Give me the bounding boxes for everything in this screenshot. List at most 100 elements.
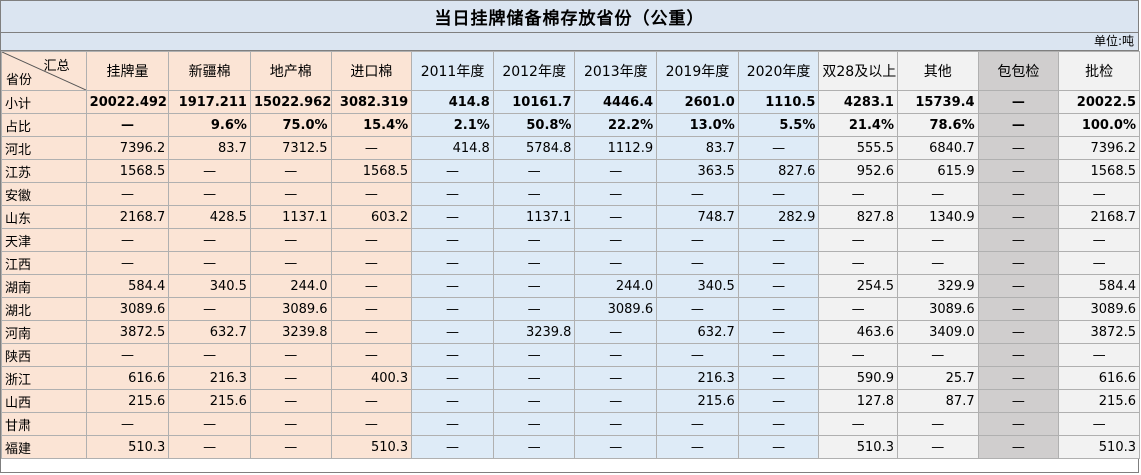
table-cell: — xyxy=(896,343,979,367)
table-cell: — xyxy=(492,412,576,436)
table-cell: — xyxy=(249,343,332,367)
table-cell: — xyxy=(330,389,413,413)
diagonal-divider xyxy=(2,52,86,90)
table-cell: — xyxy=(896,251,979,275)
column-header: 包包检 xyxy=(977,51,1060,91)
summary-row: 占比 —9.6% 75.0% 15.4% 2.1% 50.8% 22.2% 13.0% 5.5%… xyxy=(1,113,1140,137)
table-cell: — xyxy=(896,412,979,436)
table-cell: — xyxy=(574,205,658,229)
province-row: 山西 215.6 215.6— — — — —215.6—127.8 87.7—215.6 xyxy=(1,389,1140,413)
table-cell: — xyxy=(977,435,1060,459)
table-cell: — xyxy=(818,343,898,367)
table-cell: — xyxy=(411,435,494,459)
table-cell: — xyxy=(168,343,251,367)
table-cell: 21.4% xyxy=(818,113,898,137)
table-cell: 363.5 xyxy=(656,159,739,183)
table-cell: — xyxy=(249,366,332,390)
table-cell: 215.6 xyxy=(85,389,170,413)
table-cell: — xyxy=(411,366,494,390)
table-cell: — xyxy=(85,113,170,137)
table-cell: 87.7 xyxy=(896,389,979,413)
province-row: 福建 510.3— —510.3— — — — —510.3— —510.3 xyxy=(1,435,1140,459)
table-cell: — xyxy=(977,343,1060,367)
table-cell: — xyxy=(168,435,251,459)
table-cell: — xyxy=(492,389,576,413)
table-cell: 1568.5 xyxy=(330,159,413,183)
table-cell: — xyxy=(411,343,494,367)
table-cell: 616.6 xyxy=(1058,366,1140,390)
table-cell: — xyxy=(492,366,576,390)
table-cell: 1568.5 xyxy=(85,159,170,183)
province-row: 陕西 — — — — — — — — — — — — — xyxy=(1,343,1140,367)
table-cell: 15.4% xyxy=(330,113,413,137)
table-cell: — xyxy=(574,412,658,436)
table-cell: — xyxy=(977,136,1060,160)
row-label: 甘肃 xyxy=(1,412,87,436)
sheet-title: 当日挂牌储备棉存放省份（公重） xyxy=(1,1,1138,33)
table-cell: — xyxy=(977,389,1060,413)
province-row: 安徽 — — — — — — — — — — — — — xyxy=(1,182,1140,206)
table-cell: 15739.4 xyxy=(896,90,979,114)
row-label: 湖南 xyxy=(1,274,87,298)
column-header: 批检 xyxy=(1058,51,1140,91)
table-cell: 75.0% xyxy=(249,113,332,137)
table-cell: — xyxy=(896,435,979,459)
table-cell: — xyxy=(737,297,820,321)
table-cell: 3239.8 xyxy=(492,320,576,344)
column-header: 2019年度 xyxy=(656,51,739,91)
summary-row: 小计 20022.492 1917.211 15022.962 3082.319 414.… xyxy=(1,90,1140,114)
table-cell: 3089.6 xyxy=(896,297,979,321)
table-cell: — xyxy=(330,136,413,160)
table-cell: — xyxy=(330,412,413,436)
table-cell: — xyxy=(1058,182,1140,206)
table-cell: — xyxy=(737,435,820,459)
table-cell: — xyxy=(977,205,1060,229)
table-cell: 632.7 xyxy=(168,320,251,344)
table-cell: — xyxy=(168,297,251,321)
table-cell: 603.2 xyxy=(330,205,413,229)
province-row: 天津 — — — — — — — — — — — — — xyxy=(1,228,1140,252)
table-cell: 215.6 xyxy=(1058,389,1140,413)
column-header: 2011年度 xyxy=(411,51,494,91)
table-cell: 414.8 xyxy=(411,136,494,160)
table-cell: 215.6 xyxy=(168,389,251,413)
table-cell: — xyxy=(977,113,1060,137)
row-label: 山东 xyxy=(1,205,87,229)
table-cell: 1110.5 xyxy=(737,90,820,114)
table-cell: 400.3 xyxy=(330,366,413,390)
table-cell: — xyxy=(818,228,898,252)
table-cell: 3409.0 xyxy=(896,320,979,344)
table-cell: 827.8 xyxy=(818,205,898,229)
table-cell: — xyxy=(818,182,898,206)
table-cell: 83.7 xyxy=(656,136,739,160)
table-cell: — xyxy=(411,412,494,436)
table-cell: — xyxy=(85,182,170,206)
column-header: 其他 xyxy=(896,51,979,91)
table-cell: 463.6 xyxy=(818,320,898,344)
table-cell: — xyxy=(168,182,251,206)
table-cell: — xyxy=(411,389,494,413)
row-label: 安徽 xyxy=(1,182,87,206)
table-cell: — xyxy=(330,251,413,275)
table-cell: — xyxy=(168,251,251,275)
table-cell: 254.5 xyxy=(818,274,898,298)
table-cell: 244.0 xyxy=(574,274,658,298)
table-cell: 3082.319 xyxy=(330,90,413,114)
table-cell: 7396.2 xyxy=(85,136,170,160)
table-cell: 2601.0 xyxy=(656,90,739,114)
column-header: 双28及以上 xyxy=(818,51,898,91)
table-cell: — xyxy=(656,412,739,436)
table-cell: — xyxy=(977,366,1060,390)
table-cell: — xyxy=(330,297,413,321)
table-cell: — xyxy=(818,297,898,321)
table-cell: 100.0% xyxy=(1058,113,1140,137)
table-cell: — xyxy=(574,228,658,252)
row-label: 天津 xyxy=(1,228,87,252)
table-cell: — xyxy=(330,228,413,252)
table-cell: 216.3 xyxy=(656,366,739,390)
table-cell: — xyxy=(574,182,658,206)
table-cell: 1568.5 xyxy=(1058,159,1140,183)
table-cell: — xyxy=(737,136,820,160)
table-cell: 216.3 xyxy=(168,366,251,390)
